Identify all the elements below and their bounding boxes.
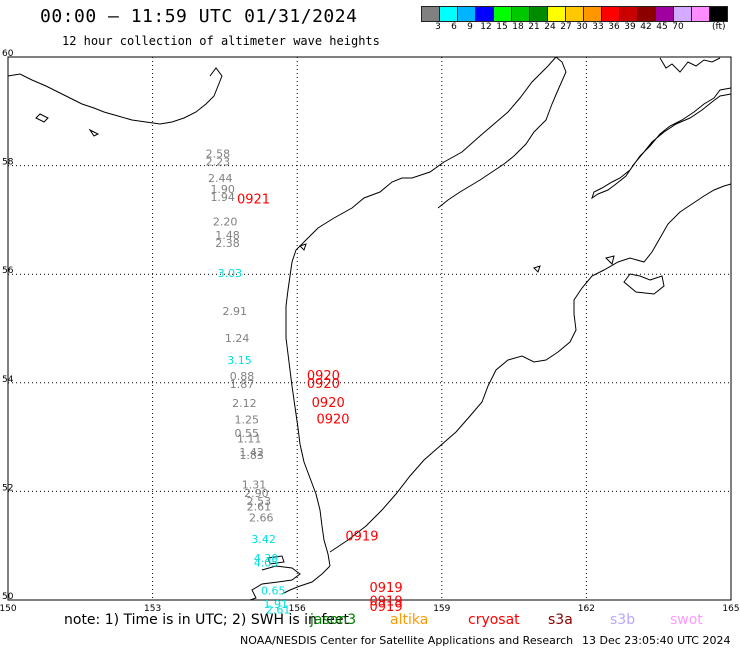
pass-time-label: 0919 bbox=[370, 594, 403, 609]
latitude-tick-label: 54 bbox=[2, 375, 14, 385]
pass-time-label: 0919 bbox=[370, 581, 403, 596]
wave-height-label: 2.61 bbox=[266, 604, 291, 617]
wave-height-label: 3.03 bbox=[218, 267, 243, 280]
wave-height-label: 4.05 bbox=[254, 556, 279, 569]
wave-height-label: 1.24 bbox=[225, 332, 250, 345]
latitude-tick-label: 52 bbox=[2, 483, 13, 493]
longitude-tick-label: 153 bbox=[144, 604, 161, 614]
longitude-tick-label: 165 bbox=[722, 604, 739, 614]
legend-label: 42 bbox=[640, 22, 652, 32]
wave-height-label: 2.90 bbox=[244, 487, 269, 500]
wave-height-label: 3.42 bbox=[251, 533, 276, 546]
satellite-legend-altika: altika bbox=[390, 612, 429, 628]
wave-height-label: 0.55 bbox=[235, 427, 259, 440]
wave-height-label: 2.53 bbox=[247, 495, 272, 508]
satellite-legend-jason3: jason3 bbox=[310, 612, 357, 628]
satellite-legend-s3a: s3a bbox=[548, 612, 573, 628]
legend-label: 18 bbox=[512, 22, 524, 32]
wave-height-label: 2.44 bbox=[208, 172, 233, 185]
wave-height-label: 2.91 bbox=[222, 305, 247, 318]
page-subtitle: 12 hour collection of altimeter wave hei… bbox=[62, 34, 380, 48]
legend-label: 27 bbox=[560, 22, 572, 32]
wave-height-label: 1.11 bbox=[237, 433, 262, 446]
wave-height-label: 2.38 bbox=[215, 237, 240, 250]
pass-time-label: 0919 bbox=[345, 529, 378, 544]
graticule: 150 153 156 159 162 165 60 58 56 54 52 50 bbox=[0, 49, 740, 614]
color-scale-unit: (ft) bbox=[712, 22, 726, 32]
color-scale-labels: 3 6 9 12 15 18 21 24 27 30 33 36 39 42 45 70 bbox=[422, 22, 686, 32]
wave-height-label: 2.12 bbox=[232, 397, 257, 410]
wave-height-label: 2.23 bbox=[206, 156, 231, 169]
pass-time-label: 0920 bbox=[307, 369, 340, 384]
map-frame bbox=[7, 56, 732, 601]
wave-height-label: 1.83 bbox=[239, 449, 263, 462]
wave-height-label: 1.25 bbox=[235, 414, 259, 427]
satellite-legend-s3b: s3b bbox=[610, 612, 636, 628]
legend-label: 70 bbox=[672, 22, 684, 32]
legend-label: 36 bbox=[608, 22, 620, 32]
latitude-tick-label: 60 bbox=[2, 49, 14, 59]
legend-label: 33 bbox=[592, 22, 604, 32]
satellite-legend-cryosat: cryosat bbox=[468, 612, 520, 628]
legend-label: 45 bbox=[656, 22, 668, 32]
longitude-tick-label: 162 bbox=[578, 604, 595, 614]
wave-height-label: 1.87 bbox=[230, 378, 255, 391]
wave-height-label: 1.91 bbox=[263, 598, 288, 611]
coastline bbox=[7, 56, 732, 601]
wave-height-label: 2.61 bbox=[247, 500, 272, 513]
legend-label: 15 bbox=[496, 22, 508, 32]
legend-label: 24 bbox=[544, 22, 556, 32]
page-title: 00:00 — 11:59 UTC 01/31/2024 bbox=[40, 6, 358, 27]
wave-height-label: 1.94 bbox=[210, 191, 235, 204]
wave-height-label: 2.20 bbox=[213, 215, 238, 228]
legend-label: 39 bbox=[624, 22, 636, 32]
wave-height-label: 3.15 bbox=[227, 354, 252, 367]
wave-height-label: 2.58 bbox=[206, 147, 231, 160]
legend-label: 21 bbox=[528, 22, 540, 32]
footer-note: note: 1) Time is in UTC; 2) SWH is in fe… bbox=[64, 612, 350, 628]
wave-height-label: 1.31 bbox=[242, 479, 267, 492]
latitude-tick-label: 56 bbox=[2, 266, 14, 276]
pass-time-label: 0920 bbox=[307, 377, 340, 392]
wave-height-label: 0.88 bbox=[230, 370, 255, 383]
footer-timestamp: 13 Dec 23:05:40 UTC 2024 bbox=[582, 634, 731, 647]
wave-height-label: 1.42 bbox=[239, 446, 263, 459]
footer-credit: NOAA/NESDIS Center for Satellite Applica… bbox=[240, 634, 574, 647]
pass-time-label: 0921 bbox=[237, 193, 270, 208]
longitude-tick-label: 150 bbox=[0, 604, 17, 614]
wave-height-label: 2.66 bbox=[249, 511, 274, 524]
color-scale-legend bbox=[421, 6, 728, 22]
legend-label: 6 bbox=[451, 22, 457, 32]
legend-label: 3 bbox=[435, 22, 441, 32]
wave-height-label: 1.48 bbox=[215, 229, 240, 242]
legend-label: 30 bbox=[576, 22, 588, 32]
wave-height-label: 1.90 bbox=[210, 183, 235, 196]
legend-label: 9 bbox=[467, 22, 473, 32]
wave-height-label: 0.65 bbox=[261, 585, 286, 598]
latitude-tick-label: 50 bbox=[2, 592, 14, 602]
pass-time-label: 0920 bbox=[312, 396, 345, 411]
legend-label: 12 bbox=[480, 22, 492, 32]
latitude-tick-label: 58 bbox=[2, 158, 14, 168]
wave-height-label: 4.30 bbox=[254, 552, 279, 565]
longitude-tick-label: 159 bbox=[433, 604, 450, 614]
wave-height-labels: 2.582.23 2.441.901.94 2.201.482.38 3.03 2.91… bbox=[206, 147, 291, 616]
longitude-tick-label: 156 bbox=[289, 604, 306, 614]
pass-time-label: 0919 bbox=[370, 600, 403, 615]
pass-time-label: 0920 bbox=[316, 413, 349, 428]
legend-swatch bbox=[709, 6, 728, 22]
satellite-legend-swot: swot bbox=[670, 612, 703, 628]
